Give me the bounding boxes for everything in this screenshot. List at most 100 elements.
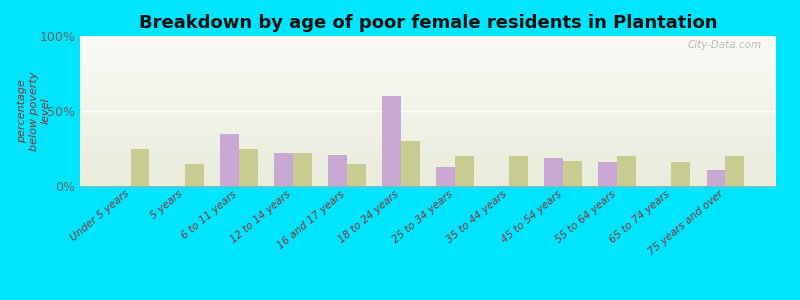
Bar [80,125,776,126]
Bar [80,119,776,120]
Bar [80,92,776,93]
Bar [238,148,258,186]
Bar [80,131,776,132]
Bar [80,38,776,39]
Y-axis label: percentage
below poverty
level: percentage below poverty level [17,71,50,151]
Bar [80,175,776,176]
Bar [80,145,776,146]
Bar [80,83,776,84]
Bar [80,157,776,158]
Bar [80,115,776,116]
Bar [80,101,776,102]
Bar [80,100,776,101]
Bar [80,58,776,59]
Bar [80,150,776,151]
Bar [80,135,776,136]
Bar [80,48,776,49]
Bar [80,180,776,181]
Bar [80,50,776,51]
Bar [80,63,776,64]
Bar [80,97,776,98]
Bar [80,110,776,111]
Bar [130,148,150,186]
Bar [80,90,776,91]
Bar [80,37,776,38]
Bar [80,128,776,129]
Bar [80,87,776,88]
Bar [80,148,776,149]
Bar [80,165,776,166]
Bar [80,56,776,57]
Bar [80,111,776,112]
Bar [80,120,776,121]
Bar [80,104,776,105]
Bar [509,156,528,186]
Bar [726,156,744,186]
Bar [80,130,776,131]
Bar [80,61,776,62]
Bar [80,183,776,184]
Bar [80,64,776,65]
Bar [80,160,776,161]
Bar [80,41,776,42]
Bar [671,162,690,186]
Bar [80,169,776,170]
Bar [80,60,776,61]
Bar [80,81,776,82]
Bar [80,57,776,58]
Bar [274,153,293,186]
Bar [80,40,776,41]
Bar [185,164,203,186]
Bar [220,134,238,186]
Bar [80,89,776,90]
Bar [80,139,776,140]
Bar [544,158,563,186]
Bar [80,124,776,125]
Bar [563,160,582,186]
Bar [401,141,420,186]
Bar [80,69,776,70]
Bar [293,153,312,186]
Bar [80,151,776,152]
Bar [706,169,726,186]
Title: Breakdown by age of poor female residents in Plantation: Breakdown by age of poor female resident… [138,14,718,32]
Bar [80,155,776,156]
Bar [80,185,776,186]
Bar [80,99,776,100]
Bar [80,65,776,66]
Bar [80,160,776,161]
Bar [80,85,776,86]
Bar [80,182,776,183]
Bar [80,143,776,144]
Bar [80,136,776,137]
Bar [80,79,776,80]
Bar [80,146,776,147]
Bar [80,169,776,170]
Bar [80,121,776,122]
Bar [80,49,776,50]
Bar [80,118,776,119]
Bar [80,178,776,179]
Bar [80,129,776,130]
Bar [80,36,776,37]
Bar [80,44,776,45]
Bar [80,163,776,164]
Bar [80,66,776,67]
Bar [80,173,776,174]
Bar [80,71,776,72]
Bar [80,108,776,109]
Bar [80,176,776,177]
Bar [80,105,776,106]
Bar [80,78,776,79]
Bar [80,94,776,95]
Bar [80,142,776,143]
Bar [80,46,776,47]
Bar [80,179,776,180]
Bar [80,161,776,162]
Bar [80,170,776,171]
Bar [80,106,776,107]
Bar [80,156,776,157]
Bar [80,76,776,77]
Bar [80,140,776,141]
Bar [80,177,776,178]
